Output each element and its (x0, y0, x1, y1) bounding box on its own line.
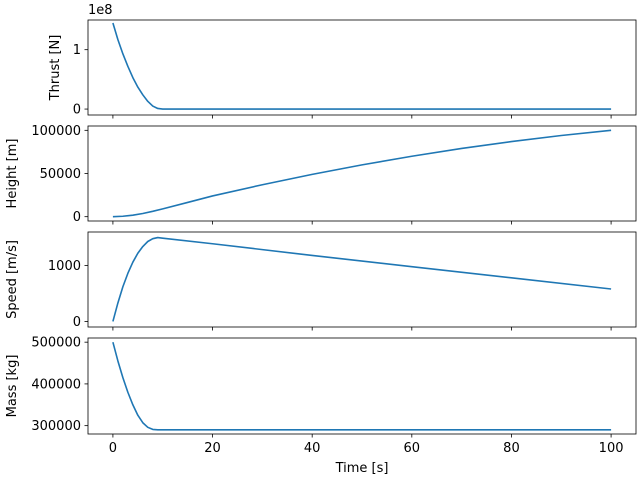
y-tick-label: 500000 (31, 336, 81, 351)
y-tick-label: 1 (73, 43, 81, 58)
y-axis-label: Mass [kg] (5, 355, 20, 418)
y-tick-label: 400000 (31, 377, 81, 392)
subplot-1: 0 1 Thrust [N] 1e8 (48, 3, 637, 119)
x-tick-label: 40 (304, 441, 321, 456)
y-tick-label: 0 (73, 210, 81, 225)
y-tick-label: 100000 (31, 124, 81, 139)
x-tick-label: 0 (109, 441, 117, 456)
x-tick-label: 80 (503, 441, 520, 456)
axes-frame (87, 231, 637, 328)
y-axis-label: Thrust [N] (48, 35, 63, 102)
x-tick-label: 60 (404, 441, 421, 456)
x-tick-label: 20 (204, 441, 221, 456)
y-tick-label: 0 (73, 103, 81, 118)
series-line (112, 236, 612, 322)
x-tick-label: 100 (599, 441, 624, 456)
series-line (112, 22, 612, 110)
axes-frame (87, 19, 637, 116)
y-axis-label: Height [m] (5, 139, 20, 209)
subplot-4: 300000 400000 500000 0 20 40 60 80 100 Mass [kg] T… (5, 336, 637, 476)
series-line (112, 341, 612, 431)
y-tick-label: 50000 (40, 167, 81, 182)
subplot-2: 0 50000 100000 Height [m] (5, 124, 637, 225)
y-axis-label: Speed [m/s] (5, 240, 20, 319)
axes-frame (87, 337, 637, 435)
y-offset-label: 1e8 (88, 3, 113, 18)
y-tick-label: 300000 (31, 419, 81, 434)
subplot-3: 0 1000 Speed [m/s] (5, 231, 637, 331)
x-axis-label: Time [s] (335, 461, 389, 476)
y-tick-label: 0 (73, 315, 81, 330)
y-tick-label: 1000 (48, 259, 81, 274)
series-line (112, 129, 612, 218)
